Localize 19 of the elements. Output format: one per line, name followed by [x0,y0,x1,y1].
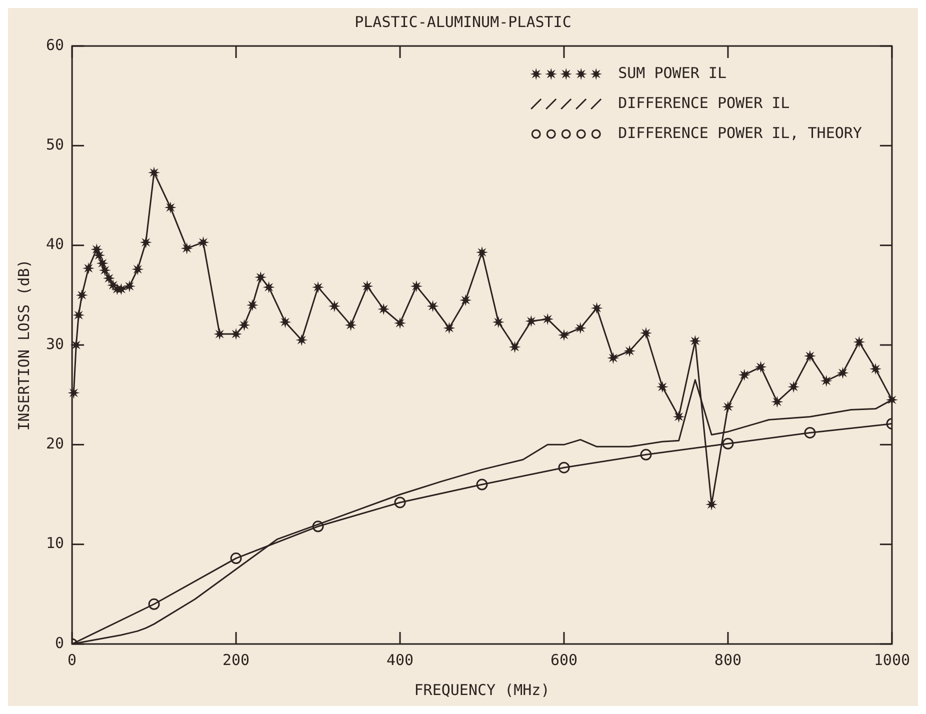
y-tick-label: 60 [46,36,64,54]
y-tick-label: 40 [46,235,64,254]
legend-label: DIFFERENCE POWER IL, THEORY [618,124,862,142]
legend-label: DIFFERENCE POWER IL [618,94,790,112]
y-axis-title: INSERTION LOSS (dB) [14,259,33,431]
x-axis-title: FREQUENCY (MHz) [414,680,550,699]
y-tick-label: 0 [55,634,64,652]
x-tick-label: 600 [550,650,578,669]
x-tick-label: 0 [68,650,77,669]
x-tick-label: 400 [386,650,414,669]
x-tick-label: 200 [222,650,250,669]
legend-label: SUM POWER IL [618,64,726,82]
y-tick-label: 20 [46,434,64,453]
chart-title: PLASTIC-ALUMINUM-PLASTIC [354,12,572,31]
y-tick-label: 30 [46,334,64,353]
x-tick-label: 800 [714,650,742,669]
y-tick-label: 50 [46,136,64,154]
x-tick-label: 1000 [874,650,910,669]
y-tick-label: 10 [46,534,64,552]
